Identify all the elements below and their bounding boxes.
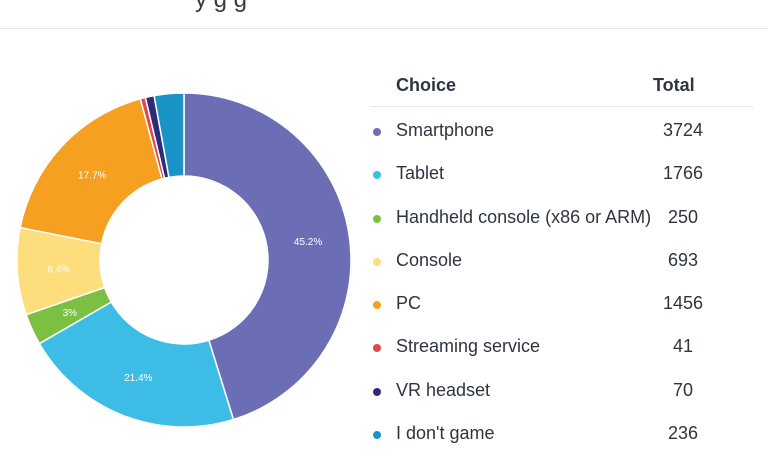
legend-row: Handheld console (x86 or ARM) 250 [370,194,754,237]
legend-choice-label: Console [396,249,463,270]
legend-table: Choice Total Smartphone 3724 Tablet 1766 Han… [370,64,754,453]
legend-row: Console 693 [370,237,754,280]
total-column-header: Total [653,75,695,95]
legend-row: VR headset 70 [370,367,754,410]
legend-color-dot [373,387,381,396]
legend-total-value: 1766 [662,163,704,184]
legend-row: Smartphone 3724 [370,107,754,150]
legend-row: Streaming service 41 [370,323,754,366]
donut-slice [38,301,235,428]
legend-choice-label: Streaming service [396,336,541,357]
donut-slice [153,92,185,179]
slice-data-label: 17.7% [78,170,106,181]
legend-choice-label: VR headset [396,379,491,400]
slice-data-label: 8.4% [47,265,70,276]
slice-data-label: 3% [63,308,78,319]
legend-total-value: 693 [667,249,699,270]
choice-column-header: Choice [396,75,457,95]
legend-color-dot [373,128,381,136]
legend-color-dot [373,257,381,266]
legend-color-dot [373,301,381,310]
legend-header: Choice Total [370,64,754,107]
legend-color-dot [373,171,381,180]
donut-chart: 45.2% 21.4% 3% 8.4% 17.7% [16,92,352,428]
header-strip: y g g [0,0,768,29]
legend-total-value: 3724 [662,120,704,140]
slice-data-label: 21.4% [124,373,152,384]
legend-choice-label: PC [396,293,422,314]
legend-total-value: 70 [672,379,694,400]
legend-color-dot [373,344,381,353]
legend-total-value: 41 [672,336,694,357]
legend-row: Tablet 1766 [370,150,754,193]
legend-color-dot [373,431,381,440]
donut-slice [19,97,163,245]
donut-slice [183,92,352,421]
slice-data-label: 45.2% [294,237,322,248]
legend-total-value: 236 [667,423,699,444]
legend-choice-label: I don't game [396,423,495,444]
legend-total-value: 250 [667,206,699,227]
page-title: y g g [195,0,247,14]
legend-choice-label: Tablet [396,163,445,184]
legend-choice-label: Smartphone [396,120,495,140]
legend-total-value: 1456 [662,293,704,314]
legend-color-dot [373,214,381,223]
legend-choice-label: Handheld console (x86 or ARM) [396,206,652,227]
legend-row: PC 1456 [370,280,754,323]
legend-rows: Smartphone 3724 Tablet 1766 Handheld console… [370,107,754,453]
